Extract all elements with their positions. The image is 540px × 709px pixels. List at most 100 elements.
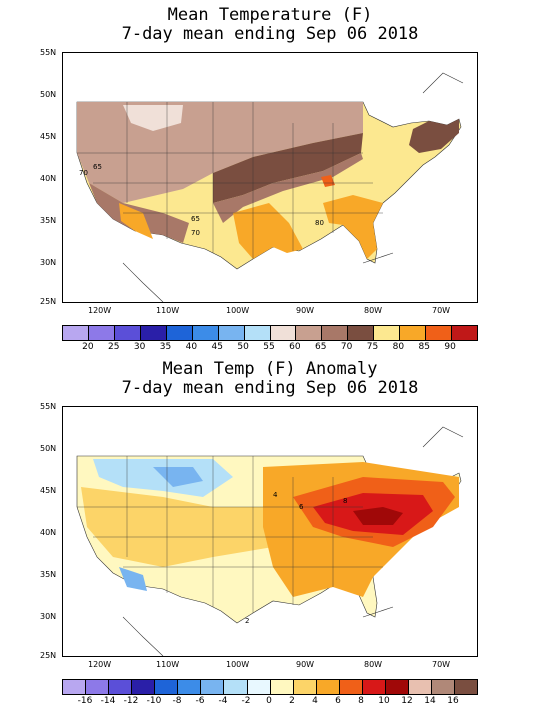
map1-zone-70	[213, 153, 363, 223]
map1-contour-label: 70	[79, 169, 88, 177]
map1-contour-label: 65	[191, 215, 200, 223]
legend-tick-label: 6	[335, 696, 341, 706]
map1-zone-85-se	[323, 195, 383, 259]
map2-color-legend	[62, 679, 478, 695]
map1-svg: 65 70 65 70 80	[76, 72, 464, 302]
legend-swatch	[178, 680, 202, 694]
legend-swatch	[86, 680, 110, 694]
map1-color-legend	[62, 325, 478, 341]
map2-title-line1: Mean Temp (F) Anomaly	[162, 359, 378, 379]
map1-lat-label: 45N	[40, 132, 57, 141]
legend-tick-label: 70	[340, 342, 353, 352]
map1-lon-label: 120W	[88, 306, 112, 315]
legend-swatch	[385, 680, 409, 694]
legend-swatch	[109, 680, 133, 694]
legend-tick-label: 30	[133, 342, 146, 352]
legend-swatch	[374, 326, 401, 340]
legend-swatch	[63, 326, 89, 340]
map2-zone-neg4-sw	[119, 567, 147, 591]
legend-swatch	[316, 680, 340, 694]
map1-zone-85-tx	[233, 203, 303, 259]
map2-title-line2: 7-day mean ending Sep 06 2018	[121, 378, 419, 398]
map1-lat-label: 55N	[40, 48, 57, 57]
legend-tick-label: 90	[444, 342, 456, 352]
legend-swatch	[244, 326, 271, 340]
map1-lat-label: 25N	[40, 297, 57, 306]
map2-contour-label: 6	[299, 503, 304, 511]
legend-tick-label: 55	[263, 342, 275, 352]
map2-lon-label: 90W	[296, 660, 315, 669]
legend-tick-label: 4	[312, 696, 318, 706]
map1-contour-label: 80	[315, 219, 324, 227]
map1-zone-75-ne	[409, 119, 459, 153]
map1-lon-label: 100W	[226, 306, 250, 315]
legend-tick-label: 65	[315, 342, 327, 352]
map1-panel: 65 70 65 70 80	[62, 52, 478, 303]
map1-zone-75	[213, 133, 363, 203]
map1-lon-label: 70W	[432, 306, 451, 315]
map1-lon-label: 80W	[364, 306, 383, 315]
map2-coast-lines	[122, 426, 464, 656]
legend-swatch	[296, 326, 323, 340]
legend-swatch	[426, 326, 453, 340]
legend-swatch	[247, 680, 271, 694]
legend-tick-label: -12	[123, 696, 139, 706]
legend-swatch	[63, 680, 87, 694]
map2-zone-neg2	[93, 459, 233, 497]
legend-tick-label: -14	[100, 696, 116, 706]
map2-zone-10	[353, 507, 403, 525]
map1-contour-label: 65	[93, 163, 102, 171]
map1-lon-label: 110W	[156, 306, 180, 315]
legend-swatch	[455, 680, 478, 694]
map1-title-line1: Mean Temperature (F)	[167, 5, 373, 25]
legend-swatch	[408, 680, 432, 694]
legend-swatch	[224, 680, 248, 694]
legend-tick-label: 2	[289, 696, 295, 706]
legend-tick-label: 85	[418, 342, 430, 352]
map2-panel: 4 6 8 2	[62, 406, 478, 657]
legend-tick-label: -6	[195, 696, 205, 706]
legend-swatch	[270, 680, 294, 694]
map1-lat-label: 50N	[40, 90, 57, 99]
legend-tick-label: 75	[366, 342, 379, 352]
legend-tick-label: -10	[146, 696, 162, 706]
map1-title-line2: 7-day mean ending Sep 06 2018	[121, 24, 419, 44]
map2-svg: 4 6 8 2	[76, 426, 464, 656]
legend-swatch	[114, 326, 141, 340]
map1-contour-label: 70	[191, 229, 200, 237]
legend-swatch	[452, 326, 477, 340]
legend-tick-label: 14	[424, 696, 436, 706]
map1-lon-label: 90W	[296, 306, 315, 315]
legend-swatch	[88, 326, 115, 340]
legend-tick-label: 16	[447, 696, 459, 706]
map2-lat-label: 40N	[40, 528, 57, 537]
legend-tick-label: 12	[401, 696, 413, 706]
map2-lat-label: 55N	[40, 402, 57, 411]
legend-tick-label: -2	[241, 696, 251, 706]
legend-tick-label: 20	[82, 342, 94, 352]
legend-swatch	[155, 680, 179, 694]
map2-lat-label: 35N	[40, 570, 57, 579]
legend-swatch	[218, 326, 245, 340]
map2-lon-label: 110W	[156, 660, 180, 669]
map1-state-lines	[77, 102, 383, 259]
map1-zone-60	[123, 105, 183, 131]
map2-lon-label: 100W	[226, 660, 250, 669]
legend-swatch	[339, 680, 363, 694]
map2-lon-label: 120W	[88, 660, 112, 669]
map2-lat-label: 50N	[40, 444, 57, 453]
map1-coast-lines	[122, 72, 464, 302]
map2-zone-neg4	[153, 467, 203, 487]
legend-tick-label: 40	[185, 342, 198, 352]
map2-contour-label: 2	[245, 617, 249, 625]
legend-swatch	[400, 326, 427, 340]
legend-swatch	[132, 680, 156, 694]
map2-lon-label: 70W	[432, 660, 451, 669]
legend-swatch	[192, 326, 219, 340]
legend-tick-label: 80	[392, 342, 405, 352]
map1-zone-85-sw	[119, 203, 153, 239]
legend-swatch	[270, 326, 297, 340]
legend-tick-label: 35	[159, 342, 172, 352]
map1-lat-label: 35N	[40, 216, 57, 225]
legend-tick-label: -8	[172, 696, 182, 706]
